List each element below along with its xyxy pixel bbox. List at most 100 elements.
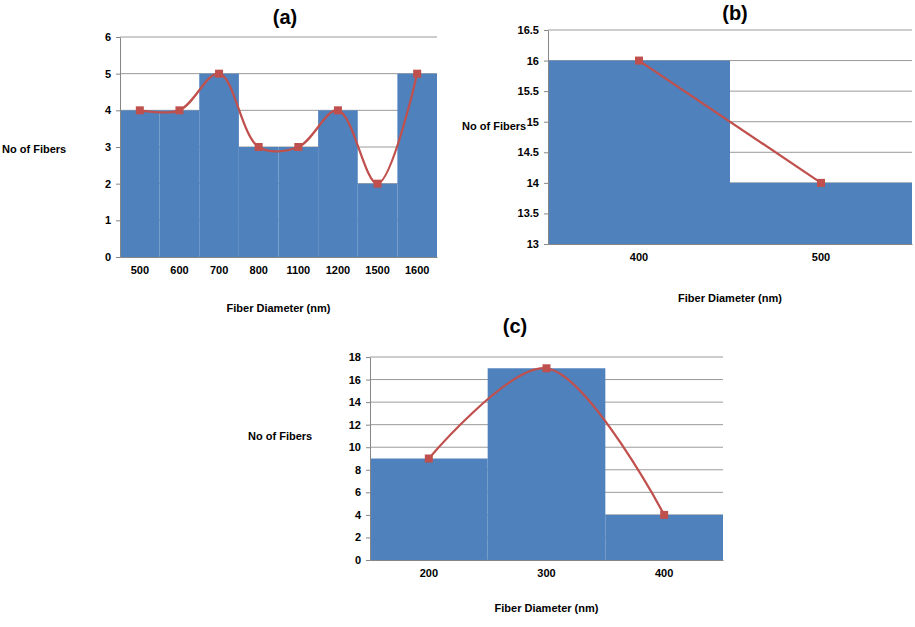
- x-axis-title: Fiber Diameter (nm): [678, 292, 782, 304]
- marker: [543, 364, 551, 372]
- y-tick-label: 16.5: [518, 24, 539, 36]
- x-tick: 300: [537, 560, 555, 579]
- y-tick-label: 4: [355, 509, 362, 521]
- marker: [334, 106, 342, 114]
- y-tick-label: 14.5: [518, 146, 539, 158]
- y-tick: 14.5: [518, 146, 548, 158]
- plot-area: [370, 364, 723, 560]
- x-tick-label: 1600: [405, 264, 429, 276]
- y-tick-label: 15: [527, 116, 539, 128]
- y-tick-label: 10: [349, 441, 361, 453]
- line: [429, 368, 664, 515]
- y-tick-mark: [544, 183, 548, 184]
- plot-area: [120, 70, 437, 257]
- y-tick: 0: [355, 554, 370, 566]
- y-axis-title: No of Fibers: [462, 120, 526, 132]
- bar: [397, 74, 437, 257]
- x-tick-label: 400: [630, 251, 648, 263]
- y-tick-mark: [544, 61, 548, 62]
- marker: [413, 70, 421, 78]
- x-tick: 500: [131, 257, 149, 276]
- y-tick: 0: [105, 251, 120, 263]
- plot-area: [548, 57, 912, 244]
- bar: [160, 110, 200, 257]
- x-tick: 1500: [365, 257, 389, 276]
- x-axis-title: Fiber Diameter (nm): [227, 302, 331, 314]
- y-axis: 0123456: [105, 31, 121, 263]
- y-tick-label: 4: [105, 104, 112, 116]
- bar: [279, 147, 319, 257]
- x-tick-label: 1100: [286, 264, 310, 276]
- y-tick-mark: [544, 152, 548, 153]
- y-tick-label: 13.5: [518, 207, 539, 219]
- y-tick-mark: [366, 380, 370, 381]
- x-tick: 700: [210, 257, 228, 276]
- bar: [730, 183, 912, 244]
- y-tick: 6: [355, 486, 370, 498]
- y-axis-title: No of Fibers: [248, 430, 312, 442]
- y-axis-line: [370, 358, 371, 561]
- y-tick-label: 8: [355, 464, 361, 476]
- y-tick-mark: [544, 244, 548, 245]
- y-tick-mark: [366, 515, 370, 516]
- y-tick: 13.5: [518, 207, 548, 219]
- bar: [370, 459, 488, 561]
- y-tick-label: 5: [105, 68, 111, 80]
- y-tick-label: 2: [105, 178, 111, 190]
- x-axis: 400500: [549, 244, 913, 263]
- y-tick: 5: [105, 68, 120, 80]
- y-tick-mark: [116, 37, 120, 38]
- y-axis-line: [548, 31, 549, 245]
- x-tick: 1200: [326, 257, 350, 276]
- bar-series: [120, 74, 437, 257]
- y-tick: 18: [349, 351, 370, 363]
- x-tick-label: 800: [250, 264, 268, 276]
- x-tick: 600: [170, 257, 188, 276]
- marker: [255, 143, 263, 151]
- y-axis: 1313.51414.51515.51616.5: [518, 24, 549, 250]
- y-tick-label: 12: [349, 419, 361, 431]
- y-axis-title: No of Fibers: [2, 143, 66, 155]
- y-axis: 024681012141618: [349, 351, 371, 566]
- bar: [488, 368, 606, 560]
- x-axis-line: [549, 244, 913, 245]
- line-series: [136, 70, 421, 188]
- chart-panel: 01234565006007008001100120015001600(a)Fi…: [2, 6, 438, 314]
- x-axis: 200 300 400: [371, 560, 724, 579]
- y-tick-mark: [116, 257, 120, 258]
- y-tick-mark: [544, 91, 548, 92]
- y-tick-label: 6: [355, 486, 361, 498]
- x-tick-label: 200: [420, 567, 438, 579]
- chart-title: (a): [273, 6, 297, 28]
- x-axis-line: [371, 560, 724, 561]
- x-tick-label: 700: [210, 264, 228, 276]
- y-tick-label: 13: [527, 238, 539, 250]
- y-tick: 15: [527, 116, 548, 128]
- x-axis-title: Fiber Diameter (nm): [495, 602, 599, 614]
- marker: [136, 106, 144, 114]
- x-tick: 200: [420, 560, 438, 579]
- x-tick: 400: [655, 560, 673, 579]
- y-tick-label: 16: [527, 55, 539, 67]
- y-tick-label: 3: [105, 141, 111, 153]
- marker: [374, 180, 382, 188]
- y-tick-mark: [366, 447, 370, 448]
- y-tick-label: 15.5: [518, 85, 539, 97]
- y-tick: 16: [349, 374, 370, 386]
- y-tick-mark: [116, 74, 120, 75]
- y-tick: 16: [527, 55, 548, 67]
- y-tick-mark: [366, 470, 370, 471]
- y-tick-mark: [544, 122, 548, 123]
- y-tick: 10: [349, 441, 370, 453]
- marker: [294, 143, 302, 151]
- figure: 0 12 3 4 5 6 500 600 700 800 1100 1200 1500 1600 (a) Fi…: [0, 0, 915, 627]
- grid: [548, 30, 912, 244]
- y-tick-mark: [366, 425, 370, 426]
- line-series: [635, 57, 825, 187]
- y-tick-mark: [366, 492, 370, 493]
- y-tick: 15.5: [518, 85, 548, 97]
- marker: [425, 455, 433, 463]
- y-tick-mark: [366, 560, 370, 561]
- y-tick-mark: [366, 402, 370, 403]
- chart-title: (c): [503, 315, 527, 337]
